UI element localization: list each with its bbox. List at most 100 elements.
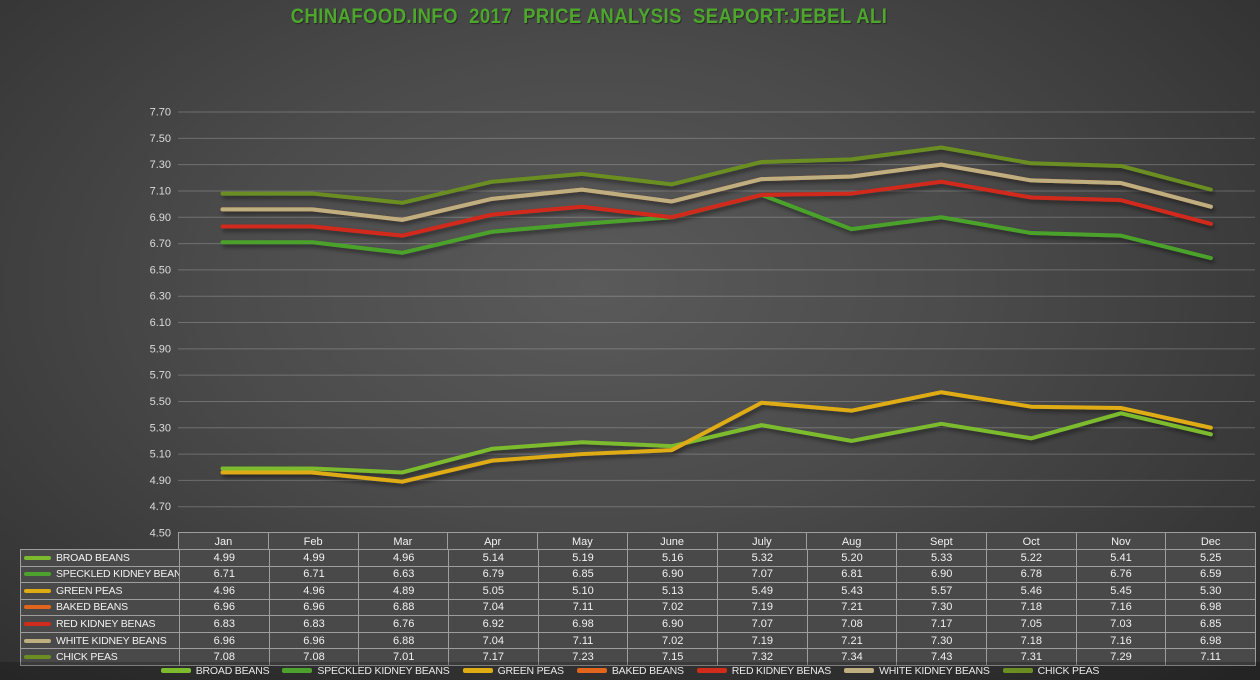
legend-label: BROAD BEANS <box>195 664 270 677</box>
row-label-text: CHICK PEAS <box>56 651 118 664</box>
table-value-cell: 4.96 <box>269 583 359 599</box>
table-value-cell: 7.07 <box>717 566 807 583</box>
bottom-strip <box>0 662 1260 680</box>
table-value-cell: 6.88 <box>359 632 448 649</box>
table-value-cell: 7.03 <box>1076 616 1166 632</box>
table-value-cell: 7.16 <box>1076 632 1166 649</box>
legend-color-swatch <box>576 668 607 673</box>
legend-color-swatch <box>462 668 493 673</box>
month-header-cell: Mar <box>358 533 448 550</box>
table-value-cell: 6.59 <box>1166 566 1255 583</box>
table-value-cell: 7.11 <box>538 632 628 649</box>
row-label-text: SPECKLED KIDNEY BEANS <box>56 568 179 581</box>
month-header-cell: Sept <box>897 533 986 550</box>
table-value-cell: 4.99 <box>180 550 269 566</box>
table-value-cell: 6.83 <box>180 616 269 632</box>
y-tick-label: 6.70 <box>150 238 171 250</box>
table-value-cell: 7.08 <box>807 616 897 632</box>
legend-label: BAKED BEANS <box>611 664 684 677</box>
legend-item-chick-peas: CHICK PEAS <box>1002 665 1099 677</box>
y-tick-label: 5.70 <box>150 370 171 382</box>
legend-item-green-peas: GREEN PEAS <box>462 664 564 677</box>
table-value-cell: 4.99 <box>269 550 359 566</box>
table-value-cell: 6.81 <box>807 566 897 583</box>
legend-label: SPECKLED KIDNEY BEANS <box>317 664 450 677</box>
legend-item-baked-beans: BAKED BEANS <box>576 664 684 677</box>
table-value-cell: 6.92 <box>448 616 538 632</box>
table-value-cell: 7.21 <box>807 632 897 649</box>
table-value-cell: 7.08 <box>180 649 269 665</box>
y-tick-label: 7.10 <box>150 185 171 197</box>
table-value-cell: 5.22 <box>986 550 1076 566</box>
legend-item-red-kidney-benas: RED KIDNEY BENAS <box>696 665 831 677</box>
month-header-cell: Dec <box>1166 533 1255 550</box>
row-label-baked-beans: BAKED BEANS <box>21 599 179 616</box>
table-value-cell: 6.98 <box>1166 632 1255 649</box>
table-value-cell: 6.83 <box>269 616 359 632</box>
table-value-cell: 6.76 <box>1076 566 1166 583</box>
table-value-cell: 7.21 <box>807 599 897 616</box>
row-label-red-kidney-benas: RED KIDNEY BENAS <box>21 616 179 632</box>
table-value-cell: 4.89 <box>359 583 448 599</box>
row-color-swatch <box>24 588 51 593</box>
table-value-cell: 7.02 <box>628 632 717 649</box>
table-value-cell: 6.88 <box>359 599 448 616</box>
table-value-cell: 6.79 <box>448 566 538 583</box>
table-value-cell: 7.30 <box>897 632 986 649</box>
row-color-swatch <box>24 572 51 577</box>
month-header-cell: June <box>627 533 717 550</box>
table-value-cell: 5.10 <box>538 583 628 599</box>
table-value-cell: 5.16 <box>628 550 717 566</box>
legend-label: GREEN PEAS <box>497 664 564 677</box>
legend-color-swatch <box>282 668 313 673</box>
legend-color-swatch <box>1002 668 1033 673</box>
y-tick-label: 7.30 <box>150 159 171 171</box>
table-value-cell: 7.07 <box>717 616 807 632</box>
table-value-cell: 7.02 <box>628 599 717 616</box>
legend-item-broad-beans: BROAD BEANS <box>160 664 270 677</box>
table-value-cell: 5.46 <box>986 583 1076 599</box>
table-value-cell: 6.98 <box>538 616 628 632</box>
table-value-cell: 7.43 <box>897 649 986 665</box>
month-header-cell: July <box>717 533 807 550</box>
y-tick-label: 6.10 <box>150 317 171 329</box>
table-value-cell: 5.14 <box>448 550 538 566</box>
y-tick-label: 7.70 <box>150 107 171 119</box>
table-value-cell: 4.96 <box>180 583 269 599</box>
table-value-cell: 7.04 <box>448 632 538 649</box>
month-header-cell: Aug <box>807 533 896 550</box>
data-table: BROAD BEANS 4.99 4.99 4.96 5.14 5.19 5.16 5.32 5… <box>20 549 1256 666</box>
row-label-text: RED KIDNEY BENAS <box>56 618 156 631</box>
table-value-cell: 6.96 <box>269 632 359 649</box>
month-header-cell: Feb <box>268 533 358 550</box>
row-label-broad-beans: BROAD BEANS <box>21 550 179 566</box>
month-header-cell: Jan <box>179 533 268 550</box>
row-label-speckled-kidney-beans: SPECKLED KIDNEY BEANS <box>21 566 179 583</box>
table-value-cell: 7.18 <box>986 632 1076 649</box>
legend-color-swatch <box>160 668 191 673</box>
table-value-cell: 5.32 <box>717 550 807 566</box>
legend-item-white-kidney-beans: WHITE KIDNEY BEANS <box>844 665 990 677</box>
table-value-cell: 6.78 <box>986 566 1076 583</box>
table-value-cell: 7.17 <box>448 649 538 665</box>
legend-color-swatch <box>696 668 727 673</box>
table-value-cell: 7.17 <box>897 616 986 632</box>
table-value-cell: 7.08 <box>269 649 359 665</box>
row-label-text: BAKED BEANS <box>56 601 128 614</box>
series-line-chick-peas <box>220 145 1213 205</box>
month-header-cell: Nov <box>1076 533 1166 550</box>
table-value-cell: 5.19 <box>538 550 628 566</box>
table-value-cell: 7.18 <box>986 599 1076 616</box>
table-value-cell: 6.90 <box>897 566 986 583</box>
month-header-cell: May <box>538 533 627 550</box>
table-value-cell: 5.57 <box>897 583 986 599</box>
y-tick-label: 6.50 <box>150 264 171 276</box>
row-color-swatch <box>24 638 51 643</box>
table-value-cell: 5.05 <box>448 583 538 599</box>
row-color-swatch <box>24 555 51 560</box>
chart-title: CHINAFOOD.INFO 2017 PRICE ANALYSIS SEAPO… <box>290 4 888 28</box>
y-tick-label: 5.10 <box>150 449 171 461</box>
y-tick-label: 4.90 <box>150 475 171 487</box>
month-header-cell: Oct <box>986 533 1076 550</box>
